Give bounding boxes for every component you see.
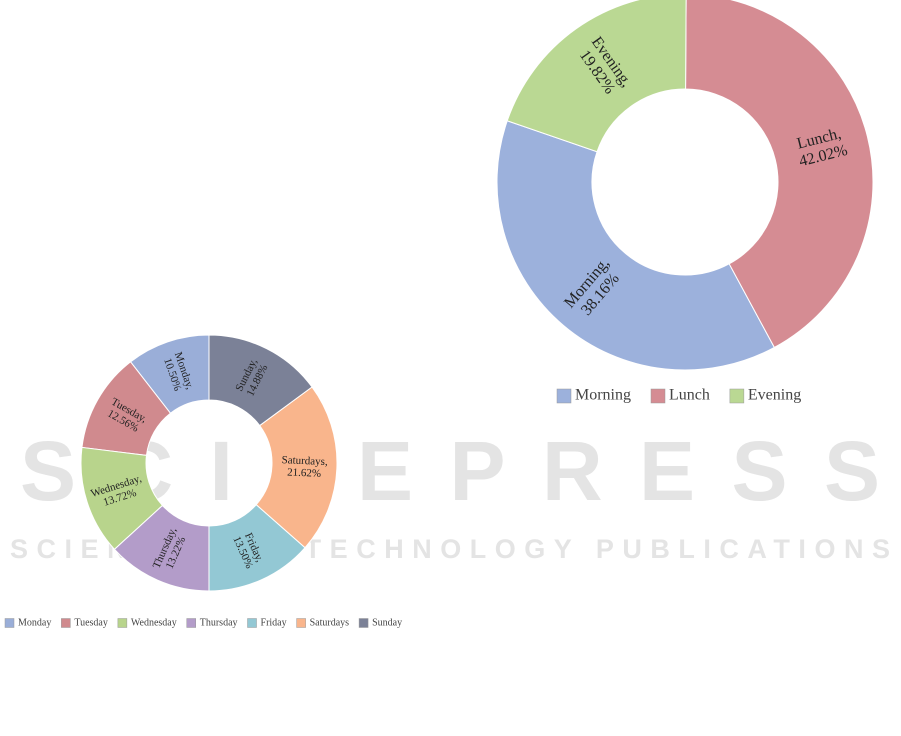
legend-swatch xyxy=(296,618,306,628)
legend-label: Evening xyxy=(748,387,801,404)
legend-swatch xyxy=(556,388,572,404)
legend-label: Monday xyxy=(18,617,51,628)
legend-label: Saturdays xyxy=(310,617,350,628)
legend-swatch xyxy=(4,618,15,628)
watermark-title: SCITEPRESS xyxy=(20,424,880,518)
legend-swatch xyxy=(729,388,745,404)
legend-swatch xyxy=(247,618,257,628)
legend-label: Tuesday xyxy=(74,617,108,628)
legend-swatch xyxy=(650,388,666,404)
legend-label: Wednesday xyxy=(131,617,177,628)
legend-label: Sunday xyxy=(372,617,402,628)
legend-label: Thursday xyxy=(200,617,238,628)
slice xyxy=(506,0,687,153)
legend-swatch xyxy=(61,618,71,628)
legend-label: Friday xyxy=(261,617,287,628)
legend-swatch xyxy=(186,618,196,628)
slice xyxy=(255,386,338,549)
slice xyxy=(208,334,313,427)
slice xyxy=(496,120,776,371)
legend-swatch xyxy=(358,618,369,628)
slice-label: Saturdays,21.62% xyxy=(281,454,328,480)
legend-label: Morning xyxy=(575,387,631,404)
legend-swatch xyxy=(117,618,128,628)
slice xyxy=(685,0,874,349)
legend-label: Lunch xyxy=(669,387,710,404)
